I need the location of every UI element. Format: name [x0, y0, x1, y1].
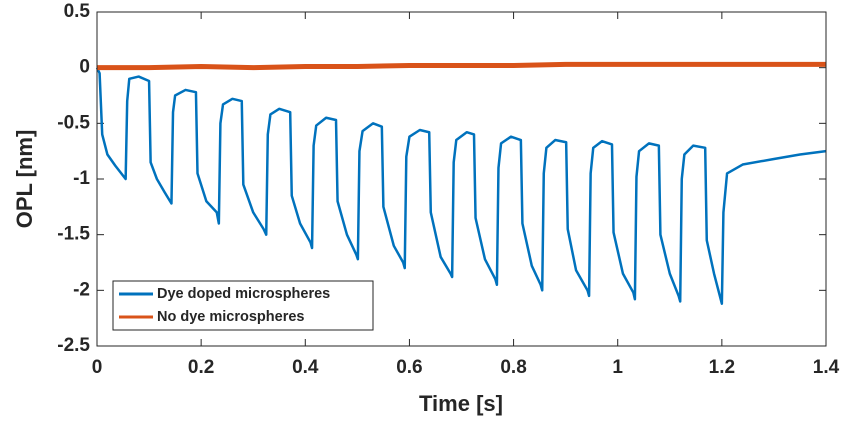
- legend: Dye doped microspheres No dye microsphere…: [112, 280, 374, 331]
- plot-frame: [96, 11, 827, 347]
- y-axis-label: OPL [nm]: [12, 130, 37, 229]
- y-tick-label: -0.5: [57, 112, 90, 133]
- legend-label: Dye doped microspheres: [157, 286, 330, 302]
- series-line: [97, 61, 826, 71]
- y-tick-label: -1: [73, 168, 90, 189]
- legend-box: [112, 280, 374, 331]
- x-tick-label: 1.2: [709, 357, 735, 378]
- y-tick-label: 0: [79, 57, 90, 78]
- x-tick-label: 0.2: [188, 357, 214, 378]
- x-tick-label: 0: [92, 357, 103, 378]
- x-tick-label: 1.4: [813, 357, 840, 378]
- x-tick-label: 0.6: [396, 357, 422, 378]
- x-tick-label: 1: [612, 357, 623, 378]
- legend-label: No dye microspheres: [157, 309, 304, 325]
- series-line: [95, 67, 827, 305]
- x-tick-label: 0.8: [500, 357, 526, 378]
- y-tick-label: -1.5: [57, 224, 90, 245]
- x-tick-label: 0.4: [292, 357, 319, 378]
- y-tick-label: -2.5: [57, 335, 90, 356]
- x-axis-label: Time [s]: [419, 391, 503, 416]
- y-tick-label: -2: [73, 279, 90, 300]
- y-tick-label: 0.5: [64, 1, 91, 22]
